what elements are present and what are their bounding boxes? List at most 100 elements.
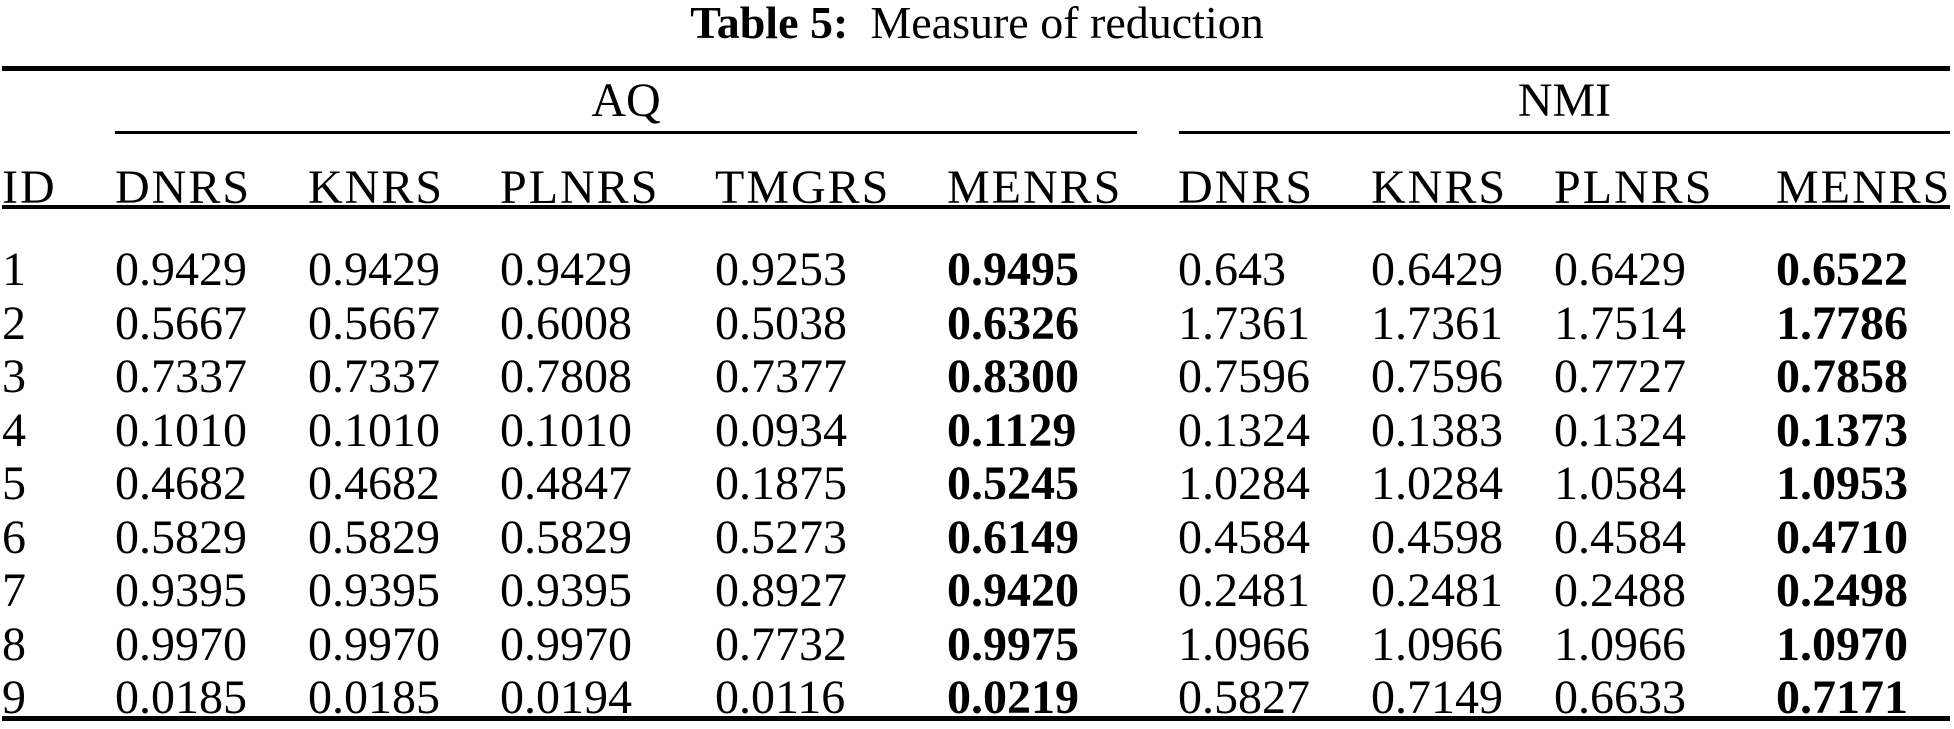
value-cell: 0.4584 (1178, 510, 1310, 564)
value-cell: 0.5827 (1178, 671, 1310, 724)
value-cell: 0.6008 (500, 296, 632, 350)
value-cell: 0.7337 (115, 350, 247, 403)
value-cell: 1.0966 (1371, 617, 1503, 671)
column-header-row: ID DNRS KNRS PLNRS TMGRS MENRS DNRS KNRS… (2, 131, 1950, 228)
value-cell: 0.0185 (115, 671, 247, 724)
value-cell: 0.8300 (947, 350, 1079, 403)
table-row: 7 0.9395 0.9395 0.9395 0.8927 0.9420 0.2481 0.2… (2, 564, 1950, 618)
value-cell: 0.6149 (947, 510, 1079, 564)
table-row: 3 0.7337 0.7337 0.7808 0.7377 0.8300 0.7596 0.7… (2, 350, 1950, 404)
value-cell: 0.9970 (308, 617, 440, 671)
row-id-cell: 6 (2, 510, 26, 564)
bottom-rule (2, 716, 1950, 721)
value-cell: 1.7514 (1554, 296, 1686, 350)
row-id-cell: 9 (2, 671, 26, 724)
value-cell: 0.7171 (1776, 671, 1908, 724)
value-cell: 0.4584 (1554, 510, 1686, 564)
value-cell: 0.5038 (715, 296, 847, 350)
value-cell: 0.9970 (115, 617, 247, 671)
value-cell: 0.1010 (308, 403, 440, 457)
value-cell: 1.0970 (1776, 617, 1908, 671)
value-cell: 0.5273 (715, 510, 847, 564)
value-cell: 0.5245 (947, 457, 1079, 510)
value-cell: 0.7596 (1371, 350, 1503, 403)
value-cell: 1.7361 (1178, 296, 1310, 350)
col-header-nmi-dnrs: DNRS (1178, 161, 1315, 214)
value-cell: 1.0966 (1178, 617, 1310, 671)
value-cell: 0.7858 (1776, 350, 1908, 403)
value-cell: 0.7337 (308, 350, 440, 403)
value-cell: 0.2481 (1371, 564, 1503, 617)
value-cell: 0.7377 (715, 350, 847, 403)
value-cell: 0.1324 (1178, 403, 1310, 457)
row-id-cell: 8 (2, 617, 26, 671)
value-cell: 0.9495 (947, 243, 1079, 296)
value-cell: 0.4847 (500, 457, 632, 510)
value-cell: 1.0584 (1554, 457, 1686, 510)
value-cell: 0.1324 (1554, 403, 1686, 457)
value-cell: 0.0116 (715, 671, 846, 724)
value-cell: 0.6326 (947, 296, 1079, 350)
value-cell: 0.2498 (1776, 564, 1908, 617)
nmi-cmidrule (1179, 131, 1950, 134)
value-cell: 0.6522 (1776, 243, 1908, 296)
table-row: 4 0.1010 0.1010 0.1010 0.0934 0.1129 0.1324 0.1… (2, 404, 1950, 458)
table-row: 9 0.0185 0.0185 0.0194 0.0116 0.0219 0.5827 0.7… (2, 671, 1950, 725)
value-cell: 1.0966 (1554, 617, 1686, 671)
value-cell: 0.0219 (947, 671, 1079, 724)
group-header-nmi: NMI (1517, 74, 1612, 127)
value-cell: 1.7786 (1776, 296, 1908, 350)
value-cell: 0.5829 (308, 510, 440, 564)
value-cell: 1.0953 (1776, 457, 1908, 510)
value-cell: 0.4598 (1371, 510, 1503, 564)
value-cell: 0.0185 (308, 671, 440, 724)
value-cell: 0.9970 (500, 617, 632, 671)
value-cell: 0.6429 (1554, 243, 1686, 296)
row-id-cell: 3 (2, 350, 26, 403)
value-cell: 1.0284 (1371, 457, 1503, 510)
aq-cmidrule (115, 131, 1137, 134)
value-cell: 0.6633 (1554, 671, 1686, 724)
row-id-cell: 5 (2, 457, 26, 510)
value-cell: 0.1129 (947, 403, 1077, 457)
col-header-nmi-menrs: MENRS (1776, 161, 1952, 214)
row-id-cell: 7 (2, 564, 26, 617)
table-body: 1 0.9429 0.9429 0.9429 0.9253 0.9495 0.643 0.64… (2, 228, 1950, 725)
value-cell: 0.7808 (500, 350, 632, 403)
value-cell: 1.0284 (1178, 457, 1310, 510)
table-row: 5 0.4682 0.4682 0.4847 0.1875 0.5245 1.0284 1.0… (2, 457, 1950, 511)
value-cell: 0.9429 (308, 243, 440, 296)
value-cell: 0.9429 (115, 243, 247, 296)
value-cell: 0.7727 (1554, 350, 1686, 403)
value-cell: 0.0194 (500, 671, 632, 724)
value-cell: 0.7732 (715, 617, 847, 671)
value-cell: 0.2488 (1554, 564, 1686, 617)
value-cell: 0.9975 (947, 617, 1079, 671)
value-cell: 0.9429 (500, 243, 632, 296)
table-row: 8 0.9970 0.9970 0.9970 0.7732 0.9975 1.0966 1.0… (2, 618, 1950, 672)
value-cell: 0.1383 (1371, 403, 1503, 457)
col-header-aq-plnrs: PLNRS (500, 161, 660, 214)
row-id-cell: 2 (2, 296, 26, 350)
table-row: 1 0.9429 0.9429 0.9429 0.9253 0.9495 0.643 0.64… (2, 228, 1950, 297)
value-cell: 0.9395 (115, 564, 247, 617)
value-cell: 0.5667 (308, 296, 440, 350)
value-cell: 0.5829 (115, 510, 247, 564)
measure-of-reduction-table: ID DNRS KNRS PLNRS TMGRS MENRS DNRS KNRS… (2, 131, 1950, 725)
value-cell: 0.5667 (115, 296, 247, 350)
value-cell: 0.7149 (1371, 671, 1503, 724)
col-header-id: ID (2, 161, 57, 214)
col-header-nmi-plnrs: PLNRS (1554, 161, 1714, 214)
col-header-aq-knrs: KNRS (308, 161, 445, 214)
col-header-nmi-knrs: KNRS (1371, 161, 1508, 214)
value-cell: 0.0934 (715, 403, 847, 457)
col-header-aq-menrs: MENRS (947, 161, 1123, 214)
top-rule (2, 66, 1950, 71)
value-cell: 0.4682 (308, 457, 440, 510)
value-cell: 0.1373 (1776, 403, 1908, 457)
value-cell: 0.9395 (308, 564, 440, 617)
table-row: 2 0.5667 0.5667 0.6008 0.5038 0.6326 1.7361 1.7… (2, 297, 1950, 351)
value-cell: 0.1875 (715, 457, 847, 510)
group-header-aq: AQ (591, 74, 661, 127)
